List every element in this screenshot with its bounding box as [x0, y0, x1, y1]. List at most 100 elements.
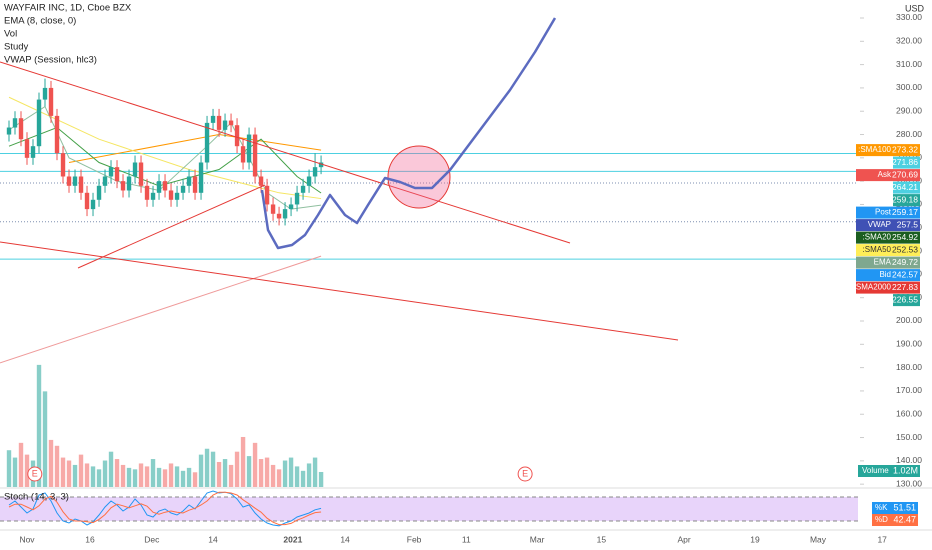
volume-bar	[84, 463, 90, 487]
x-tick-label: 11	[462, 534, 471, 544]
candle-body	[132, 162, 138, 177]
event-marker	[27, 466, 43, 482]
price-tag-label-box	[856, 281, 893, 294]
stoch-line	[8, 490, 322, 527]
price-tag-value: 227.83	[892, 282, 918, 292]
volume-bar	[18, 442, 24, 487]
price-tag-label: :SMA20	[863, 233, 892, 242]
y-tick-label: 200.00	[896, 315, 922, 325]
price-tag-label-box	[856, 219, 893, 232]
price-tag	[893, 256, 920, 269]
x-tick-label: Apr	[678, 534, 691, 544]
event-marker	[517, 466, 533, 482]
candle-body	[72, 176, 78, 186]
volume-bar	[102, 460, 108, 487]
candle-body	[36, 99, 42, 147]
x-tick-label: May	[810, 534, 827, 544]
legend-entry: Study	[4, 42, 29, 53]
candle-body	[264, 185, 270, 205]
candle-body	[222, 120, 228, 130]
price-tag-label-box	[856, 144, 893, 157]
candle-body	[186, 176, 192, 186]
volume-tag-box	[858, 465, 920, 477]
highlight-circle	[387, 145, 451, 209]
stoch-tag-value: 42.47	[893, 514, 916, 524]
candle-body	[54, 115, 60, 154]
price-tag-value: 226.55	[892, 294, 918, 304]
price-tag-value: 270.69	[892, 169, 918, 179]
volume-tag-name: Volume	[862, 466, 889, 475]
price-tag-value: 242.57	[892, 269, 918, 279]
candle-body	[162, 181, 168, 191]
volume-bar	[204, 448, 210, 487]
volume-bar	[276, 469, 282, 487]
trend-line	[0, 61, 571, 244]
volume-bar	[246, 456, 252, 487]
stoch-tag	[872, 502, 918, 514]
price-tag	[893, 219, 920, 232]
volume-bar	[216, 461, 222, 487]
x-tick-label: 17	[877, 534, 887, 544]
volume-bar	[300, 470, 306, 487]
volume-bar	[60, 457, 66, 487]
event-label: E	[522, 468, 528, 478]
candle-body	[312, 167, 318, 177]
symbol-title: WAYFAIR INC, 1D, Cboe BZX	[4, 3, 132, 14]
price-tag-label: :SMA50	[863, 245, 892, 254]
legend-entry: Vol	[4, 29, 17, 40]
volume-bar	[90, 466, 96, 487]
price-tag-label-box	[856, 269, 893, 282]
y-tick-label: 160.00	[896, 408, 922, 418]
price-tag	[893, 181, 920, 194]
y-tick-label: 300.00	[896, 82, 922, 92]
candle-body	[120, 181, 126, 191]
candle-body	[6, 127, 12, 135]
price-tag-value: 259.17	[892, 207, 918, 217]
volume-bar	[318, 471, 324, 487]
price-tag	[893, 144, 920, 157]
volume-bar	[174, 466, 180, 487]
candle-body	[192, 176, 198, 193]
stoch-tag-value: 51.51	[893, 502, 916, 512]
stoch-line	[8, 491, 322, 526]
stoch-band	[0, 497, 858, 521]
price-tag	[893, 194, 920, 207]
x-tick-label: Nov	[19, 534, 35, 544]
candle-body	[294, 192, 300, 205]
candle-body	[240, 146, 246, 163]
x-tick-label: Mar	[530, 534, 545, 544]
candle-body	[168, 190, 174, 200]
price-tag-label-box	[856, 256, 893, 269]
x-tick-label: 15	[597, 534, 607, 544]
price-tag	[893, 281, 920, 294]
volume-bar	[168, 463, 174, 487]
price-tag-label: Ask	[878, 170, 892, 179]
candle-body	[156, 181, 162, 193]
volume-bar	[252, 442, 258, 487]
candle-body	[30, 146, 36, 158]
volume-bar	[288, 457, 294, 487]
price-tag-label-box	[856, 206, 893, 219]
y-tick-label: 190.00	[896, 339, 922, 349]
volume-bar	[186, 467, 192, 487]
volume-bar	[96, 469, 102, 487]
x-tick-label: Feb	[407, 534, 422, 544]
x-tick-label: 2021	[283, 534, 302, 544]
y-tick-label: 280.00	[896, 129, 922, 139]
x-tick-label: 14	[208, 534, 218, 544]
candle-body	[126, 176, 132, 191]
price-tag-label-box	[856, 244, 893, 257]
volume-bar	[306, 463, 312, 487]
volume-bar	[222, 459, 228, 487]
candle-body	[216, 115, 222, 130]
legend-entry: EMA (8, close, 0)	[4, 16, 76, 27]
y-tick-label: 310.00	[896, 59, 922, 69]
candle-body	[204, 122, 210, 163]
price-tag-label: :SMA2000	[854, 283, 892, 292]
volume-bar	[144, 466, 150, 487]
volume-bar	[114, 459, 120, 487]
candle-body	[78, 176, 84, 193]
y-tick-label: 140.00	[896, 455, 922, 465]
candle-body	[258, 176, 264, 186]
